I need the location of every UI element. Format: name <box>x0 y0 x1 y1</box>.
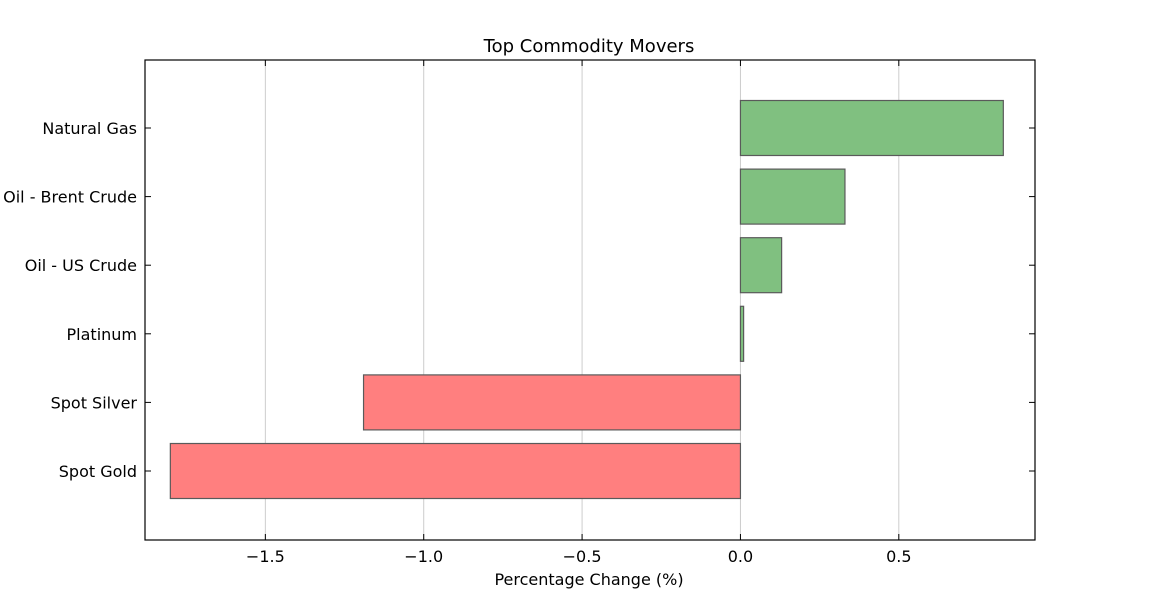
y-tick-label: Natural Gas <box>42 119 137 138</box>
y-tick-labels: Natural Gas Oil - Brent Crude Oil - US Cru… <box>3 119 137 481</box>
bar <box>739 99 1004 157</box>
plot-frame <box>144 59 1036 541</box>
x-tick-label: −0.5 <box>563 547 602 566</box>
x-tick-label: −1.0 <box>404 547 443 566</box>
x-tick-labels: −1.5 −1.0 −0.5 0.0 0.5 <box>246 547 912 566</box>
bar <box>739 237 783 294</box>
x-axis-label: Percentage Change (%) <box>494 570 683 589</box>
x-tick-label: 0.5 <box>886 547 911 566</box>
bar <box>739 168 846 225</box>
chart-title: Top Commodity Movers <box>483 36 695 57</box>
y-tick-label: Spot Gold <box>59 462 137 481</box>
bar <box>362 374 742 431</box>
bar <box>169 442 742 500</box>
y-tick-label: Oil - Brent Crude <box>3 188 137 207</box>
y-tick-label: Spot Silver <box>51 393 138 412</box>
x-tick-label: 0.0 <box>728 547 753 566</box>
x-tick-label: −1.5 <box>246 547 285 566</box>
y-tick-label: Oil - US Crude <box>25 256 137 275</box>
y-tick-label: Platinum <box>67 325 137 344</box>
axis-ticks <box>145 60 1035 540</box>
bars <box>169 99 1004 500</box>
bar <box>739 305 745 362</box>
